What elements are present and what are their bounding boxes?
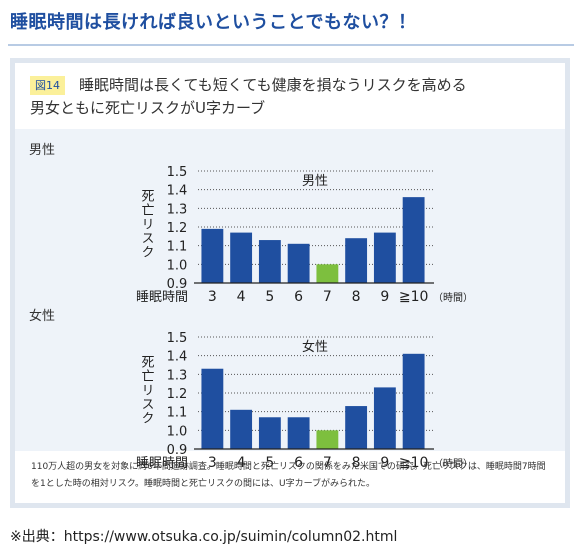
y-tick-label: 1.2 xyxy=(167,221,188,236)
bar-4 xyxy=(230,409,253,449)
figure-number-badge: 図14 xyxy=(30,76,65,95)
bar-3 xyxy=(201,228,224,283)
x-tick-label: 3 xyxy=(208,289,217,305)
page-heading: 睡眠時間は長ければ良いということでもない？！ xyxy=(10,12,417,33)
male-mortality-chart: 0.9 1.0 1.1 1.2 1.3 1.4 1.5 3 4 5 6 7 8 9 ≧10 男性死亡リスク睡眠… xyxy=(136,165,473,305)
bar-9 xyxy=(373,232,396,283)
x-axis-label: 睡眠時間 xyxy=(136,456,188,471)
x-tick-label: 6 xyxy=(294,289,303,305)
figure-body: 男性 0.9 1.0 1.1 1.2 1.3 1.4 1.5 3 4 5 6 7 8 9 ≧10 男性死亡リス… xyxy=(15,129,565,471)
heading-divider xyxy=(8,44,574,46)
x-tick-label: ≧10 xyxy=(399,289,429,305)
y-tick-label: 0.9 xyxy=(167,277,188,292)
figure-card: 図14 睡眠時間は長くても短くても健康を損なうリスクを高める 男女ともに死亡リス… xyxy=(10,58,570,508)
bar-≧10 xyxy=(402,197,425,283)
x-tick-label: 4 xyxy=(237,455,246,471)
y-tick-label: 1.0 xyxy=(167,424,188,439)
x-axis-unit: （時間） xyxy=(433,458,473,470)
chart-title: 女性 xyxy=(302,339,328,355)
bar-3 xyxy=(201,368,224,449)
y-tick-label: 1.1 xyxy=(167,406,188,421)
y-tick-label: 1.3 xyxy=(167,202,188,217)
x-tick-label: 5 xyxy=(265,455,274,471)
y-tick-label: 1.4 xyxy=(167,184,188,199)
x-tick-label: 7 xyxy=(323,289,332,305)
y-tick-label: 0.9 xyxy=(167,443,188,458)
figure-subtitle: 男女ともに死亡リスクがU字カーブ xyxy=(30,99,266,117)
y-tick-label: 1.1 xyxy=(167,240,188,255)
y-tick-label: 1.3 xyxy=(167,368,188,383)
bar-7 xyxy=(316,430,339,449)
figure-title: 睡眠時間は長くても短くても健康を損なうリスクを高める xyxy=(79,76,467,94)
bar-8 xyxy=(345,406,368,449)
x-tick-label: 8 xyxy=(352,289,361,305)
bar-5 xyxy=(258,240,281,283)
y-tick-label: 1.2 xyxy=(167,387,188,402)
female-panel-label: 女性 xyxy=(29,309,56,324)
bar-9 xyxy=(373,387,396,449)
x-tick-label: 9 xyxy=(380,455,389,471)
source-citation: ※出典：https://www.otsuka.co.jp/suimin/colu… xyxy=(10,529,398,545)
bar-5 xyxy=(258,417,281,449)
female-mortality-chart: 0.9 1.0 1.1 1.2 1.3 1.4 1.5 3 4 5 6 7 8 9 ≧10 女性死亡リスク睡眠… xyxy=(136,331,473,471)
bar-6 xyxy=(287,243,310,283)
x-axis-label: 睡眠時間 xyxy=(136,290,188,305)
figure-header: 図14 睡眠時間は長くても短くても健康を損なうリスクを高める 男女ともに死亡リス… xyxy=(15,63,565,129)
x-tick-label: 9 xyxy=(380,289,389,305)
y-tick-label: 1.5 xyxy=(167,165,188,180)
chart-title: 男性 xyxy=(302,174,328,189)
x-tick-label: 3 xyxy=(208,455,217,471)
x-tick-label: 4 xyxy=(237,289,246,305)
bar-≧10 xyxy=(402,353,425,449)
x-tick-label: 6 xyxy=(294,455,303,471)
x-tick-label: 7 xyxy=(323,455,332,471)
x-tick-label: 8 xyxy=(352,455,361,471)
bar-8 xyxy=(345,238,368,283)
x-tick-label: 5 xyxy=(265,289,274,305)
y-tick-label: 1.5 xyxy=(167,331,188,346)
bar-4 xyxy=(230,232,253,283)
y-tick-label: 1.4 xyxy=(167,350,188,365)
y-axis-label: 死亡リスク xyxy=(139,355,155,425)
x-tick-label: ≧10 xyxy=(399,455,429,471)
y-axis-label: 死亡リスク xyxy=(139,189,155,259)
y-tick-label: 1.0 xyxy=(167,258,188,273)
male-panel-label: 男性 xyxy=(29,143,56,158)
bar-6 xyxy=(287,417,310,449)
figure-footnote: 110万人超の男女を対象に約6年間追跡調査。睡眠時間と死亡リスクの関係をみた米国… xyxy=(31,462,546,489)
bar-7 xyxy=(316,264,339,283)
x-axis-unit: （時間） xyxy=(433,292,473,304)
